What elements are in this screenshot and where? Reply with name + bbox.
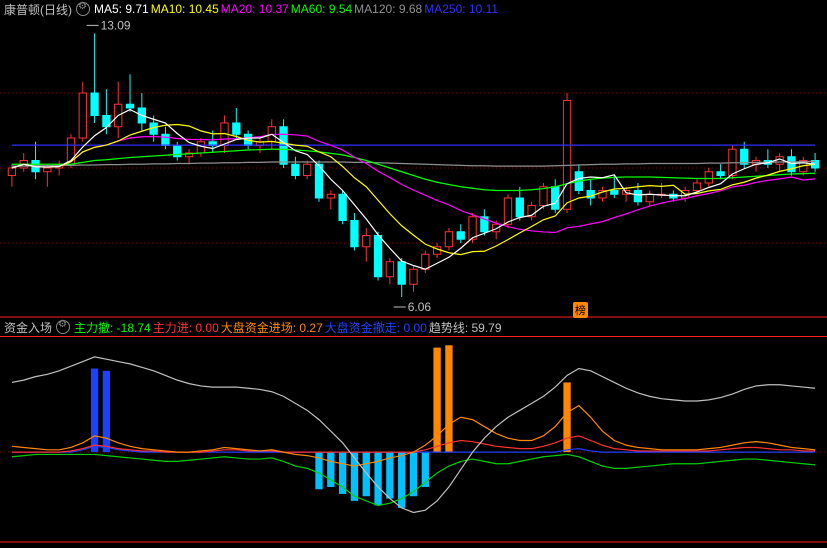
ma-indicator: MA5: 9.71 [94, 2, 149, 16]
ma-indicator: MA250: 10.11 [424, 2, 498, 16]
ma-indicator: 大盘资金撤走: 0.00 [325, 319, 427, 336]
ma-indicator: MA120: 9.68 [354, 2, 422, 16]
ma-indicator: MA20: 10.37 [221, 2, 289, 16]
svg-text:6.06: 6.06 [408, 300, 432, 314]
ma-indicator: 趋势线: 59.79 [429, 319, 502, 336]
ma-indicator: MA10: 10.45 [151, 2, 219, 16]
main-chart[interactable]: 13.09 6.06 [0, 18, 827, 318]
ma-indicator: MA60: 9.54 [291, 2, 352, 16]
header-title: 资金入场 [4, 319, 52, 336]
main-chart-header: 康普顿(日线)MA5: 9.71MA10: 10.45MA20: 10.37MA… [0, 0, 827, 18]
header-title: 康普顿(日线) [4, 1, 72, 18]
sub-chart[interactable] [0, 336, 827, 545]
sub-chart-header: 资金入场 主力撤: -18.74主力进: 0.00大盘资金进场: 0.27大盘资金… [0, 318, 827, 336]
ma-indicator: 主力撤: -18.74 [74, 319, 151, 336]
ma-indicator: 大盘资金进场: 0.27 [221, 319, 323, 336]
svg-text:13.09: 13.09 [101, 18, 131, 32]
rank-badge: 榜 [573, 302, 588, 318]
gear-icon[interactable] [76, 2, 90, 16]
gear-icon[interactable] [56, 320, 70, 334]
ma-indicator: 主力进: 0.00 [153, 319, 219, 336]
